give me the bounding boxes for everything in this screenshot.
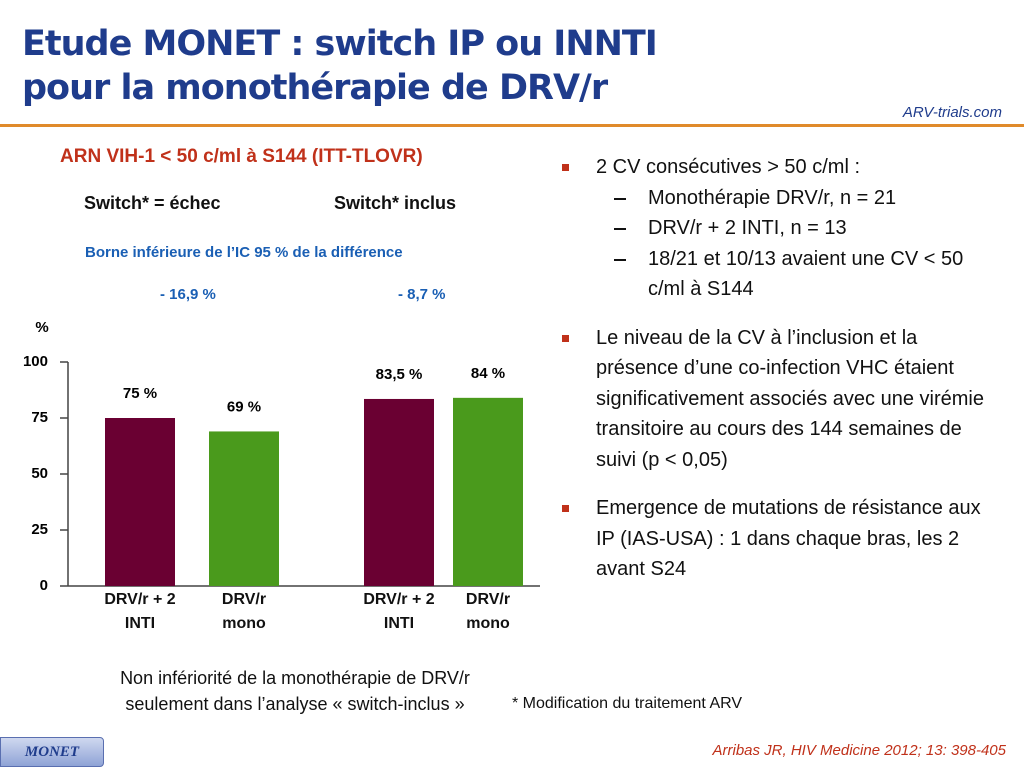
dash-marker (614, 197, 626, 200)
bullet-text: Le niveau de la CV à l’inclusion et la p… (596, 326, 984, 471)
value-label: 84 % (471, 365, 505, 382)
sub-bullet: Monothérapie DRV/r, n = 21 (596, 183, 1000, 214)
y-tick-label: 0 (40, 577, 48, 594)
citation: Arribas JR, HIV Medicine 2012; 13: 398-4… (712, 742, 1007, 759)
conclusion: Non infériorité de la monothérapie de DR… (120, 668, 470, 714)
y-tick-label: 100 (23, 353, 48, 370)
y-tick-label: 25 (31, 521, 48, 538)
x-tick-label: DRV/r mono (465, 591, 511, 632)
study-badge: MONET (0, 737, 104, 767)
group-label: Switch* inclus (334, 193, 457, 213)
dash-marker (614, 228, 626, 230)
chart-subtitle: Borne inférieure de l’IC 95 % de la diff… (85, 244, 403, 261)
x-tick-label: DRV/r + 2 INTI (363, 591, 435, 632)
bullet-list: 2 CV consécutives > 50 c/ml : Monothérapi… (560, 152, 1000, 603)
y-axis-label: % (35, 319, 48, 336)
bullet-marker (562, 505, 569, 512)
bullet: 2 CV consécutives > 50 c/ml : Monothérapi… (560, 152, 1000, 305)
title-rule (0, 124, 1024, 127)
value-label: 83,5 % (376, 366, 423, 383)
bullet-marker (562, 334, 569, 342)
group-difference: - 16,9 % (160, 286, 216, 303)
group-difference: - 8,7 % (398, 286, 446, 303)
y-tick-label: 50 (31, 465, 48, 482)
dash-marker (614, 258, 626, 261)
chart: % 0 25 50 75 100 75 % 69 % 83,5 % 84 % (23, 319, 540, 594)
value-label: 69 % (227, 398, 261, 415)
bullet-text: Emergence de mutations de résistance aux… (596, 497, 981, 580)
sub-bullet-text: 18/21 et 10/13 avaient une CV < 50 c/ml … (648, 247, 964, 301)
slide-title: Etude MONET : switch IP ou INNTI pour la… (22, 22, 658, 110)
bullet: Le niveau de la CV à l’inclusion et la p… (560, 323, 1000, 476)
group-label: Switch* = échec (84, 193, 221, 213)
sub-bullet-text: DRV/r + 2 INTI, n = 13 (648, 217, 847, 239)
bullet-marker (562, 164, 569, 171)
footnote: * Modification du traitement ARV (512, 695, 743, 712)
sub-bullet: DRV/r + 2 INTI, n = 13 (596, 213, 1000, 244)
bar (364, 398, 434, 586)
sub-list: Monothérapie DRV/r, n = 21 DRV/r + 2 INTI… (596, 183, 1000, 305)
logo: ARV-trials.com (902, 104, 1002, 121)
bullet: Emergence de mutations de résistance aux… (560, 493, 1000, 585)
title-line: Etude MONET : switch IP ou INNTI (22, 24, 658, 64)
sub-bullet: 18/21 et 10/13 avaient une CV < 50 c/ml … (596, 244, 1000, 305)
bar (209, 431, 279, 586)
value-label: 75 % (123, 385, 157, 402)
x-tick-label: DRV/r + 2 INTI (104, 591, 176, 632)
chart-title: ARN VIH-1 < 50 c/ml à S144 (ITT-TLOVR) (60, 146, 423, 167)
bullet-text: 2 CV consécutives > 50 c/ml : (596, 156, 861, 178)
x-tick-label: DRV/r mono (221, 591, 267, 632)
sub-bullet-text: Monothérapie DRV/r, n = 21 (648, 186, 897, 209)
bar (105, 418, 175, 586)
y-tick-label: 75 (31, 409, 48, 426)
bar (453, 397, 523, 586)
title-line: pour la monothérapie de DRV/r (22, 68, 608, 108)
